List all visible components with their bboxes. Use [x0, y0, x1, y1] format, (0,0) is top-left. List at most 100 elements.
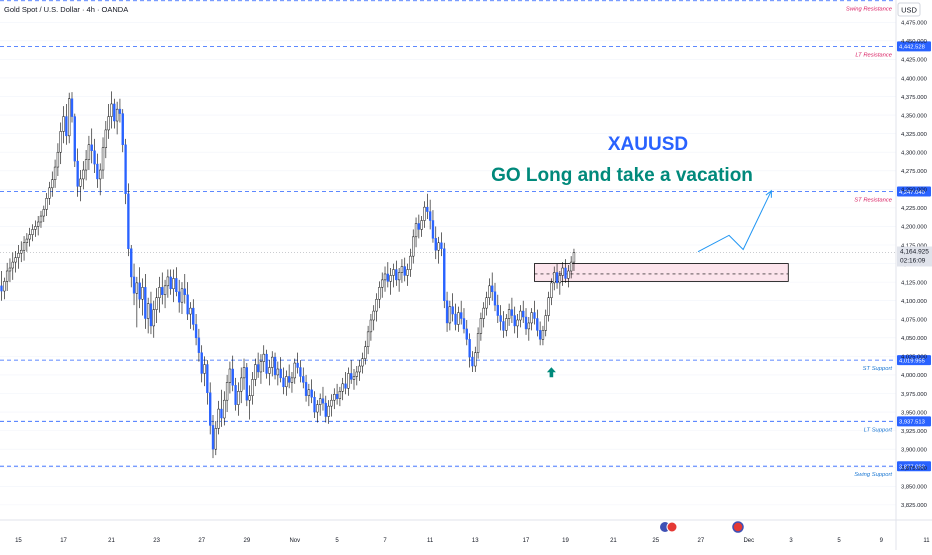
candle-body: [553, 272, 556, 284]
candle-body: [141, 287, 144, 300]
demand-zone[interactable]: [534, 263, 789, 282]
candle-body: [307, 389, 311, 396]
level-label: LT Resistance: [855, 52, 892, 58]
candle-body: [203, 364, 206, 374]
price-tick-label: 4,000.000: [901, 373, 927, 379]
last-price-tag: 4,164.925 02:16:09: [897, 246, 932, 267]
candle-body: [282, 377, 285, 388]
candle-body: [146, 303, 150, 319]
candle-body: [417, 223, 421, 230]
annotation-subtitle: GO Long and take a vacation: [491, 165, 753, 186]
candle-body: [313, 396, 316, 413]
candle-body: [547, 297, 550, 316]
candle-body: [533, 312, 536, 319]
candle-body: [505, 318, 508, 331]
candle-body: [25, 238, 29, 244]
candle-body: [299, 367, 302, 377]
candle-body: [324, 402, 327, 417]
candle-body: [65, 116, 68, 137]
us-flag-icon[interactable]: [732, 521, 744, 533]
level-price-label: 4,019.955: [899, 358, 925, 364]
candle-body: [423, 206, 426, 221]
candle-body: [572, 252, 576, 263]
candle-body: [352, 376, 356, 380]
candle-body: [437, 242, 440, 251]
candle-body: [302, 376, 305, 383]
last-price: 4,164.925: [900, 249, 929, 256]
candle-body: [200, 352, 203, 374]
candle-body: [397, 272, 401, 281]
candle-body: [242, 367, 246, 379]
price-tick-label: 4,250.000: [901, 188, 927, 194]
candle-body: [524, 316, 528, 330]
level-price-tag: [897, 41, 931, 52]
candle-body: [522, 310, 525, 318]
candle-body: [485, 297, 488, 309]
candle-body: [502, 321, 505, 331]
candle-body: [406, 269, 409, 276]
candle-body: [245, 367, 249, 401]
candle-body: [172, 278, 175, 290]
candle-body: [158, 287, 161, 298]
candle-body: [231, 368, 234, 386]
candle-body: [287, 376, 291, 383]
candle-body: [265, 353, 268, 374]
long-signal-arrow-icon[interactable]: [546, 367, 556, 378]
candle-body: [82, 169, 85, 180]
us-flag-icon[interactable]: [666, 521, 678, 533]
candle-body: [56, 151, 60, 168]
candle-body: [567, 270, 570, 279]
candle-body: [465, 328, 468, 340]
currency-button[interactable]: [897, 2, 921, 17]
price-tick-label: 4,125.000: [901, 280, 927, 286]
price-tick-label: 4,200.000: [901, 225, 927, 231]
candle-body: [48, 187, 51, 199]
candle-body: [268, 367, 271, 374]
time-tick-label: Nov: [289, 538, 300, 544]
candle-body: [434, 238, 437, 251]
time-tick-label: 5: [837, 538, 841, 544]
candle-body: [186, 294, 189, 315]
price-tick-label: 4,175.000: [901, 243, 927, 249]
candle-body: [414, 223, 418, 238]
candle-body: [39, 215, 43, 223]
candle-body: [262, 353, 265, 362]
candle-body: [144, 287, 147, 319]
candle-body: [426, 206, 429, 212]
candle-body: [482, 307, 485, 319]
candle-body: [479, 318, 483, 334]
candle-body: [271, 356, 274, 368]
candle-body: [383, 273, 387, 281]
candle-body: [20, 249, 23, 254]
candle-body: [194, 324, 198, 339]
candle-body: [155, 297, 158, 310]
candle-body: [468, 339, 471, 358]
event-icons[interactable]: [660, 521, 744, 533]
candle-body: [350, 373, 353, 380]
candle-body: [273, 356, 277, 376]
candle-body: [90, 144, 93, 151]
candle-body: [569, 261, 573, 272]
level-label: Swing Support: [854, 472, 892, 478]
price-tick-label: 4,225.000: [901, 206, 927, 212]
candle-body: [448, 306, 452, 324]
candle-body: [474, 352, 477, 367]
candle-body: [293, 362, 296, 379]
candle-body: [5, 270, 9, 282]
candle-body: [169, 276, 172, 290]
price-tick-label: 4,025.000: [901, 355, 927, 361]
projection-path[interactable]: [697, 190, 772, 253]
annotation-title: XAUUSD: [608, 134, 688, 155]
price-tick-label: 3,925.000: [901, 429, 927, 435]
candle-body: [0, 285, 3, 292]
candle-body: [316, 404, 319, 413]
price-tick-label: 3,950.000: [901, 410, 927, 416]
candle-body: [161, 287, 164, 295]
candle-body: [499, 315, 502, 322]
candle-body: [234, 385, 237, 405]
price-tick-label: 4,275.000: [901, 169, 927, 175]
candle-body: [76, 160, 79, 187]
level-label: LT Support: [864, 427, 893, 433]
